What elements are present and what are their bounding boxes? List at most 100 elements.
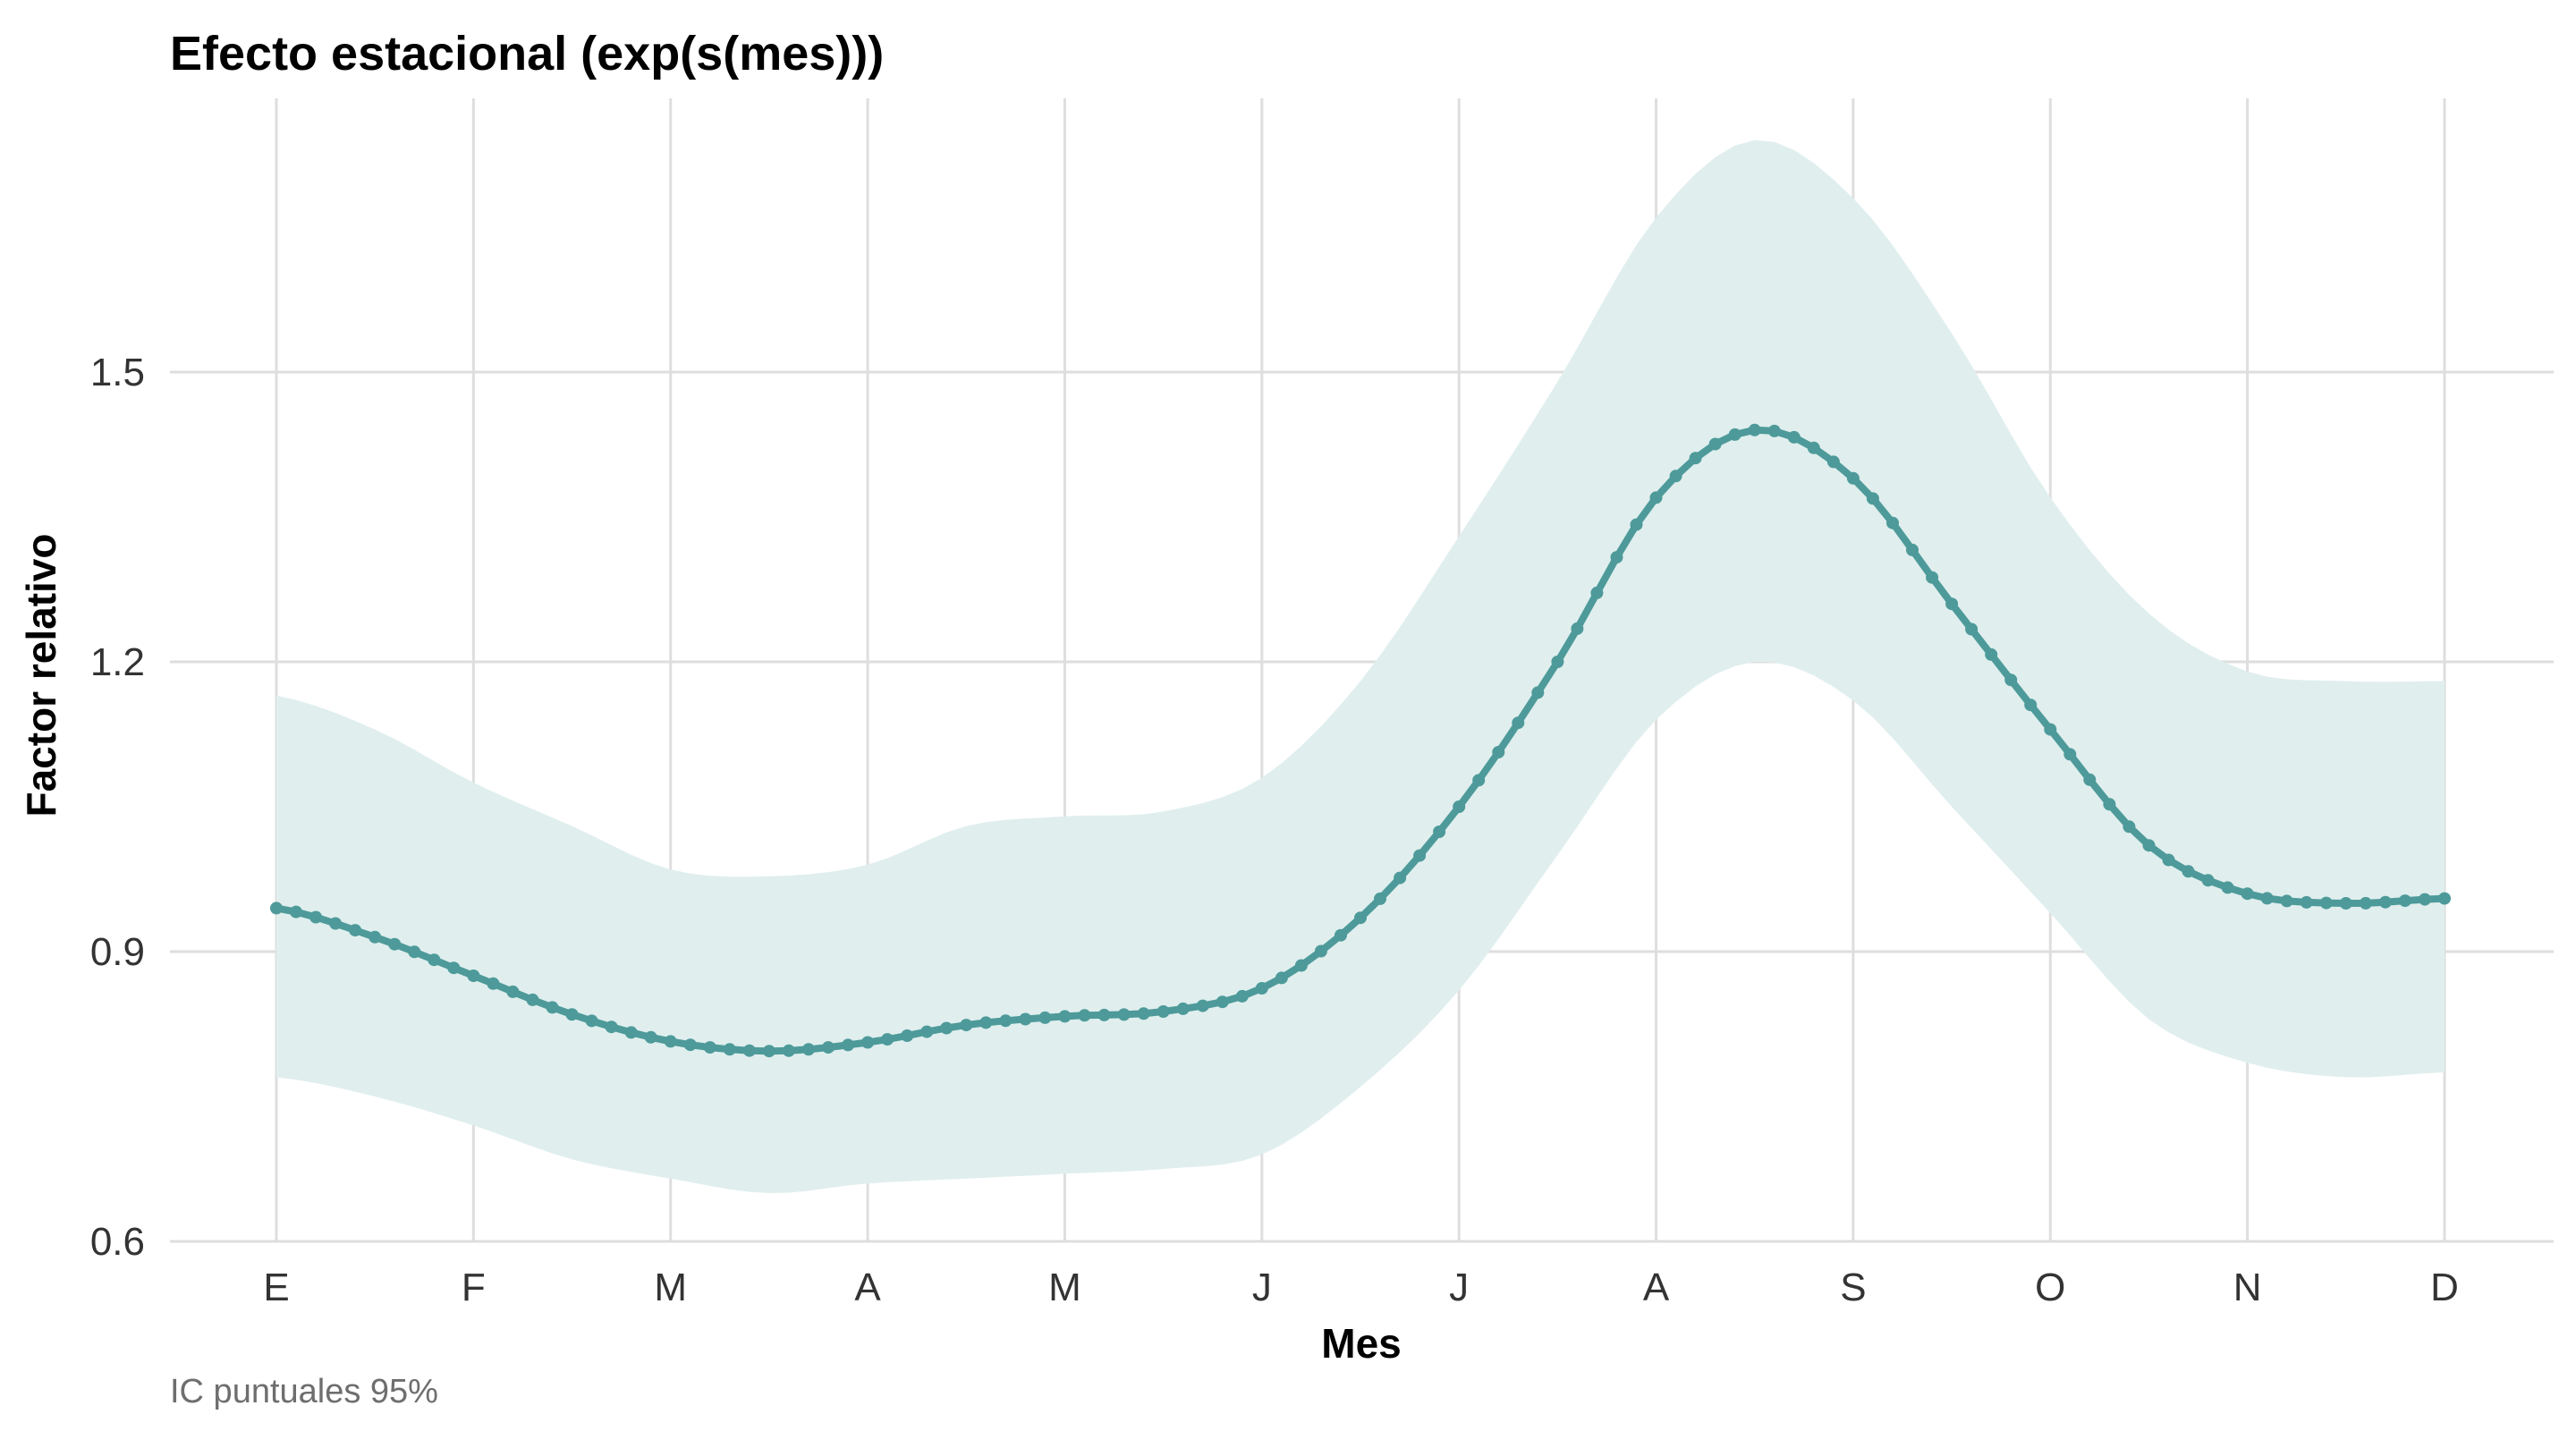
fit-point <box>2083 773 2097 786</box>
fit-point <box>1413 849 1427 862</box>
fit-point <box>1335 928 1347 942</box>
fit-point <box>2182 865 2195 878</box>
fit-point <box>1137 1007 1150 1020</box>
x-axis-title: Mes <box>1321 1320 1401 1367</box>
fit-point <box>723 1043 736 1056</box>
fit-point <box>1394 871 1407 885</box>
fit-point <box>861 1036 875 1049</box>
fit-point <box>1826 455 1840 469</box>
fit-point <box>1708 437 1722 451</box>
fit-point <box>762 1045 775 1058</box>
fit-point <box>1157 1005 1170 1018</box>
fit-point <box>1728 428 1741 441</box>
fit-point <box>467 970 480 982</box>
fit-point <box>979 1016 993 1029</box>
fit-point <box>1492 746 1505 758</box>
fit-point <box>408 945 421 959</box>
fit-point <box>1117 1008 1131 1021</box>
fit-point <box>2438 892 2451 905</box>
x-tick-label: J <box>1449 1266 1469 1309</box>
fit-point <box>624 1026 638 1039</box>
fit-point <box>1058 1010 1072 1023</box>
fit-point <box>2241 887 2254 901</box>
fit-point <box>1097 1008 1111 1021</box>
x-tick-label: M <box>1048 1266 1081 1309</box>
fit-point <box>1019 1012 1032 1026</box>
fit-point <box>309 910 323 924</box>
fit-point <box>1748 423 1761 436</box>
fit-point <box>822 1041 835 1054</box>
fit-point <box>1886 516 1899 529</box>
fit-point <box>349 924 362 937</box>
fit-point <box>1985 648 1998 661</box>
fit-point <box>1590 586 1604 599</box>
fit-point <box>782 1044 795 1057</box>
fit-point <box>1374 892 1386 905</box>
fit-point <box>644 1030 657 1044</box>
y-tick-label: 1.5 <box>90 351 145 394</box>
fit-point <box>1649 491 1663 504</box>
fit-point <box>1689 452 1702 465</box>
fit-point <box>802 1043 815 1056</box>
fit-point <box>960 1019 973 1032</box>
fit-point <box>605 1020 618 1034</box>
x-tick-label: A <box>854 1266 881 1309</box>
fit-point <box>1196 999 1209 1012</box>
x-tick-label: A <box>1643 1266 1670 1309</box>
fit-point <box>2024 699 2038 712</box>
fit-point <box>2142 839 2156 852</box>
fit-point <box>2063 748 2077 761</box>
x-tick-label: E <box>263 1266 289 1309</box>
fit-point <box>920 1025 934 1038</box>
fit-point <box>1078 1009 1091 1022</box>
fit-point <box>881 1033 894 1046</box>
fit-point <box>1669 470 1682 483</box>
fit-point <box>526 993 539 1006</box>
fit-point <box>1807 441 1820 454</box>
fit-point <box>1531 686 1545 699</box>
y-tick-label: 1.2 <box>90 640 145 684</box>
fit-point <box>1294 959 1308 972</box>
fit-point <box>428 953 441 967</box>
x-tick-label: M <box>654 1266 687 1309</box>
x-tick-label: S <box>1840 1266 1866 1309</box>
fit-point <box>1235 989 1249 1003</box>
fit-point <box>487 977 500 990</box>
fit-point <box>940 1021 953 1035</box>
fit-point <box>1551 656 1564 668</box>
fit-point <box>369 930 382 944</box>
fit-point <box>546 1001 559 1014</box>
fit-point <box>1176 1002 1190 1015</box>
fit-point <box>2103 798 2116 811</box>
fit-point <box>2280 894 2293 908</box>
fit-point <box>703 1041 716 1054</box>
fit-point <box>1354 911 1367 925</box>
chart-title: Efecto estacional (exp(s(mes))) <box>170 27 884 80</box>
fit-point <box>290 905 302 919</box>
fit-point <box>1767 424 1781 437</box>
fit-point <box>2419 893 2431 906</box>
fit-point <box>1926 571 1939 584</box>
y-axis-title: Factor relativo <box>18 534 64 817</box>
fit-point <box>2300 895 2313 909</box>
fit-point <box>1433 826 1446 838</box>
confidence-band <box>276 140 2445 1193</box>
y-tick-label: 0.6 <box>90 1220 145 1264</box>
fit-point <box>585 1014 598 1028</box>
fit-point <box>506 985 520 998</box>
fit-points-group <box>270 423 2451 1058</box>
fit-point <box>2398 894 2411 908</box>
fit-point <box>388 937 402 951</box>
fit-point <box>1472 774 1486 787</box>
fit-point <box>1453 800 1466 813</box>
fit-point <box>999 1014 1013 1028</box>
fit-point <box>1512 716 1525 730</box>
y-tick-label: 0.9 <box>90 930 145 974</box>
fit-point <box>1275 971 1288 985</box>
fit-point <box>742 1044 756 1057</box>
fit-point <box>1945 597 1959 611</box>
fit-point <box>1630 518 1643 531</box>
fit-point <box>1610 551 1623 564</box>
